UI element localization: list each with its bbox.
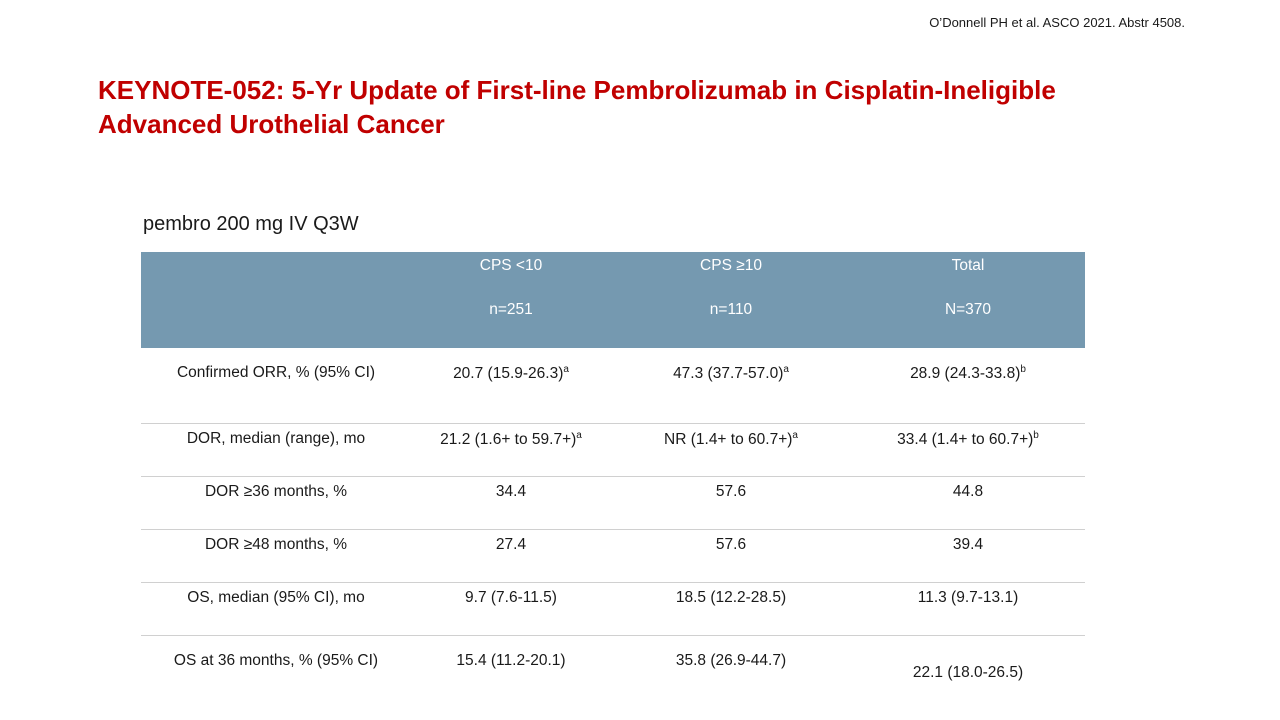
table-cell: 15.4 (11.2-20.1) bbox=[456, 651, 566, 669]
table-cell: 21.2 (1.6+ to 59.7+)a bbox=[440, 429, 582, 448]
table-cell: 44.8 bbox=[952, 482, 984, 500]
citation: O’Donnell PH et al. ASCO 2021. Abstr 450… bbox=[929, 15, 1185, 30]
table-row: OS, median (95% CI), mo 9.7 (7.6-11.5) 1… bbox=[141, 582, 1085, 635]
table-cell: 9.7 (7.6-11.5) bbox=[465, 588, 557, 606]
header-n: n=251 bbox=[489, 301, 533, 318]
header-name: CPS <10 bbox=[479, 257, 543, 274]
slide-title-line-2: Advanced Urothelial Cancer bbox=[98, 109, 445, 139]
results-table: CPS <10 n=251 CPS ≥10 n=110 Total N=370 … bbox=[141, 252, 1085, 705]
slide-title: KEYNOTE-052: 5-Yr Update of First-line P… bbox=[98, 73, 1178, 141]
table-cell: 33.4 (1.4+ to 60.7+)b bbox=[897, 429, 1039, 448]
table-header-row: CPS <10 n=251 CPS ≥10 n=110 Total N=370 bbox=[141, 252, 1085, 348]
table-cell: 18.5 (12.2-28.5) bbox=[675, 588, 787, 606]
header-cell-cps-lt10: CPS <10 n=251 bbox=[411, 252, 611, 348]
table-cell: 22.1 (18.0-26.5) bbox=[912, 663, 1024, 681]
table-cell: 39.4 bbox=[952, 535, 984, 553]
row-label: DOR ≥48 months, % bbox=[204, 535, 348, 553]
table-row: Confirmed ORR, % (95% CI) 20.7 (15.9-26.… bbox=[141, 348, 1085, 423]
table-caption: pembro 200 mg IV Q3W bbox=[143, 213, 359, 235]
table-cell: 28.9 (24.3-33.8)b bbox=[910, 364, 1026, 383]
row-label: Confirmed ORR, % (95% CI) bbox=[176, 364, 376, 381]
header-name: CPS ≥10 bbox=[700, 257, 762, 274]
header-name: Total bbox=[951, 257, 985, 274]
table-cell: 47.3 (37.7-57.0)a bbox=[673, 364, 789, 383]
table-row: DOR, median (range), mo 21.2 (1.6+ to 59… bbox=[141, 423, 1085, 476]
table-row: OS at 36 months, % (95% CI) 15.4 (11.2-2… bbox=[141, 635, 1085, 705]
header-n: n=110 bbox=[709, 301, 753, 318]
table-cell: 11.3 (9.7-13.1) bbox=[917, 588, 1019, 606]
header-cell-empty bbox=[141, 252, 411, 348]
table-row: DOR ≥36 months, % 34.4 57.6 44.8 bbox=[141, 476, 1085, 529]
row-label: DOR, median (range), mo bbox=[186, 429, 366, 447]
table-cell: 34.4 bbox=[495, 482, 527, 500]
header-cell-cps-ge10: CPS ≥10 n=110 bbox=[611, 252, 851, 348]
table-row: DOR ≥48 months, % 27.4 57.6 39.4 bbox=[141, 529, 1085, 582]
header-n: N=370 bbox=[944, 301, 992, 318]
table-cell: 27.4 bbox=[495, 535, 527, 553]
table-cell: NR (1.4+ to 60.7+)a bbox=[664, 429, 798, 448]
table-cell: 57.6 bbox=[715, 535, 747, 553]
table-cell: 35.8 (26.9-44.7) bbox=[675, 651, 787, 669]
row-label: OS at 36 months, % (95% CI) bbox=[173, 651, 379, 669]
header-cell-total: Total N=370 bbox=[851, 252, 1085, 348]
table-cell: 20.7 (15.9-26.3)a bbox=[453, 364, 569, 383]
slide-title-line-1: KEYNOTE-052: 5-Yr Update of First-line P… bbox=[98, 75, 1056, 105]
row-label: OS, median (95% CI), mo bbox=[187, 588, 365, 606]
table-cell: 57.6 bbox=[715, 482, 747, 500]
row-label: DOR ≥36 months, % bbox=[204, 482, 348, 500]
